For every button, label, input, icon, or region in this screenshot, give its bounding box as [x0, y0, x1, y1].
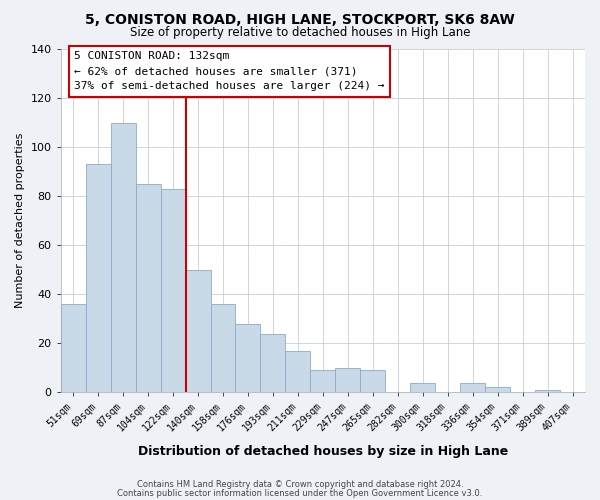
Text: Size of property relative to detached houses in High Lane: Size of property relative to detached ho… — [130, 26, 470, 39]
Bar — [485, 388, 510, 392]
X-axis label: Distribution of detached houses by size in High Lane: Distribution of detached houses by size … — [138, 444, 508, 458]
Y-axis label: Number of detached properties: Number of detached properties — [15, 133, 25, 308]
Bar — [61, 304, 86, 392]
Text: 5, CONISTON ROAD, HIGH LANE, STOCKPORT, SK6 8AW: 5, CONISTON ROAD, HIGH LANE, STOCKPORT, … — [85, 12, 515, 26]
Bar — [410, 382, 435, 392]
Bar — [286, 350, 310, 393]
Bar — [110, 122, 136, 392]
Bar — [310, 370, 335, 392]
Text: Contains public sector information licensed under the Open Government Licence v3: Contains public sector information licen… — [118, 488, 482, 498]
Bar — [335, 368, 361, 392]
Bar — [136, 184, 161, 392]
Bar — [185, 270, 211, 392]
Bar — [361, 370, 385, 392]
Text: 5 CONISTON ROAD: 132sqm
← 62% of detached houses are smaller (371)
37% of semi-d: 5 CONISTON ROAD: 132sqm ← 62% of detache… — [74, 52, 385, 91]
Bar — [161, 189, 185, 392]
Bar — [460, 382, 485, 392]
Bar — [211, 304, 235, 392]
Bar — [86, 164, 110, 392]
Text: Contains HM Land Registry data © Crown copyright and database right 2024.: Contains HM Land Registry data © Crown c… — [137, 480, 463, 489]
Bar — [235, 324, 260, 392]
Bar — [260, 334, 286, 392]
Bar — [535, 390, 560, 392]
